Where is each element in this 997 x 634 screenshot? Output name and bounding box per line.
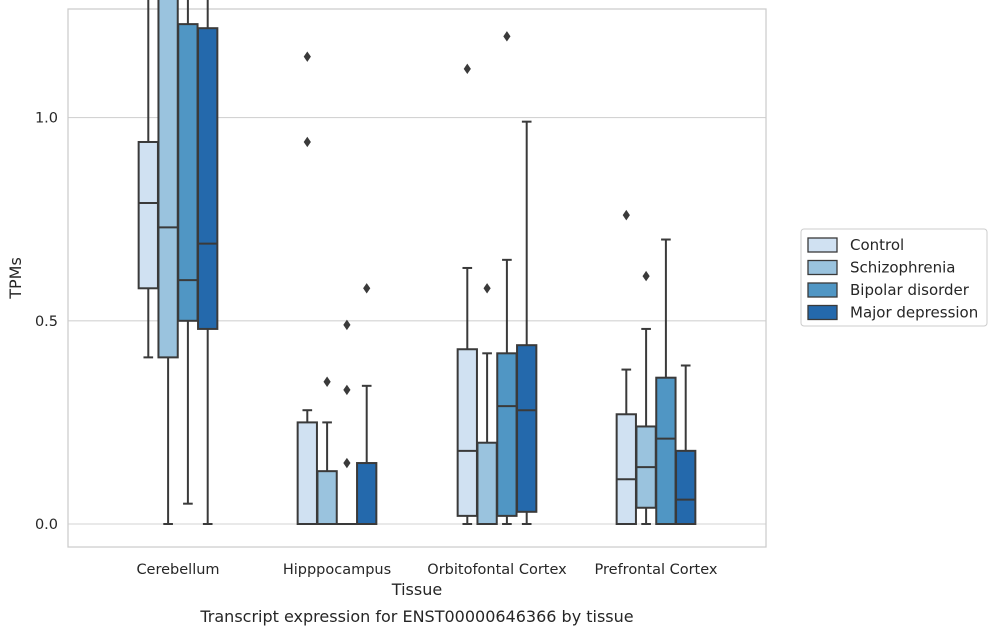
legend-label: Control: [850, 236, 904, 254]
x-tick-label: Prefrontal Cortex: [595, 562, 718, 578]
box-group-orbitofontal-cortex: [456, 31, 538, 525]
outlier-point: [343, 457, 351, 469]
box-group-cerebellum: [137, 0, 219, 525]
x-tick-label: Orbitofontal Cortex: [427, 562, 567, 578]
box-major-depression: [516, 344, 538, 513]
x-axis-label: Tissue: [391, 580, 442, 599]
legend-label: Bipolar disorder: [850, 281, 970, 299]
box-control: [296, 421, 318, 525]
box-group-hipppocampus: [296, 51, 378, 526]
x-tick-label: Hipppocampus: [283, 562, 391, 578]
outlier-point: [363, 283, 371, 294]
outlier-point: [463, 63, 471, 75]
box-control: [615, 413, 637, 525]
y-tick-label: 0.0: [35, 517, 58, 533]
plot-frame: [67, 8, 767, 548]
y-tick-labels: 0.00.51.01.52.02.5: [35, 111, 58, 533]
box-bipolar-disorder: [177, 23, 199, 322]
x-tick-label: Cerebellum: [136, 562, 219, 578]
legend: Control Schizophrenia Bipolar disorder Majo…: [800, 228, 988, 327]
outlier-point: [303, 51, 311, 62]
legend-label: Schizophrenia: [850, 259, 955, 277]
y-tick-label: 1.0: [35, 111, 58, 127]
box-major-depression: [356, 462, 378, 526]
outlier-point: [323, 376, 331, 387]
legend-swatch: [807, 237, 838, 253]
box-schizophrenia: [476, 441, 498, 525]
outlier-point: [642, 270, 650, 282]
box-major-depression: [197, 27, 219, 330]
box-schizophrenia: [316, 470, 338, 525]
box-control: [456, 348, 478, 517]
outlier-point: [622, 209, 630, 221]
box-bipolar-disorder: [655, 376, 677, 526]
box-groups: [137, 0, 697, 526]
legend-label: Major depression: [850, 304, 978, 322]
outlier-point: [503, 31, 511, 42]
x-tick-labels: Cerebellum Hipppocampus Orbitofontal Corte…: [136, 562, 717, 578]
box-bipolar-disorder: [496, 352, 518, 517]
outlier-point: [303, 136, 311, 148]
outlier-point: [343, 384, 351, 396]
outlier-point: [483, 283, 491, 294]
legend-swatch: [807, 282, 838, 298]
box-schizophrenia: [157, 0, 179, 359]
legend-swatch: [807, 259, 838, 276]
outlier-point: [343, 319, 351, 331]
y-axis-label: TPMs: [6, 257, 25, 300]
legend-frame: [800, 228, 988, 327]
box-group-prefrontal-cortex: [615, 209, 697, 526]
box-control: [137, 140, 159, 290]
legend-swatch: [807, 304, 838, 321]
box-major-depression: [675, 449, 697, 525]
chart-caption: Transcript expression for ENST0000064636…: [199, 607, 633, 626]
y-tick-label: 0.5: [35, 314, 58, 330]
